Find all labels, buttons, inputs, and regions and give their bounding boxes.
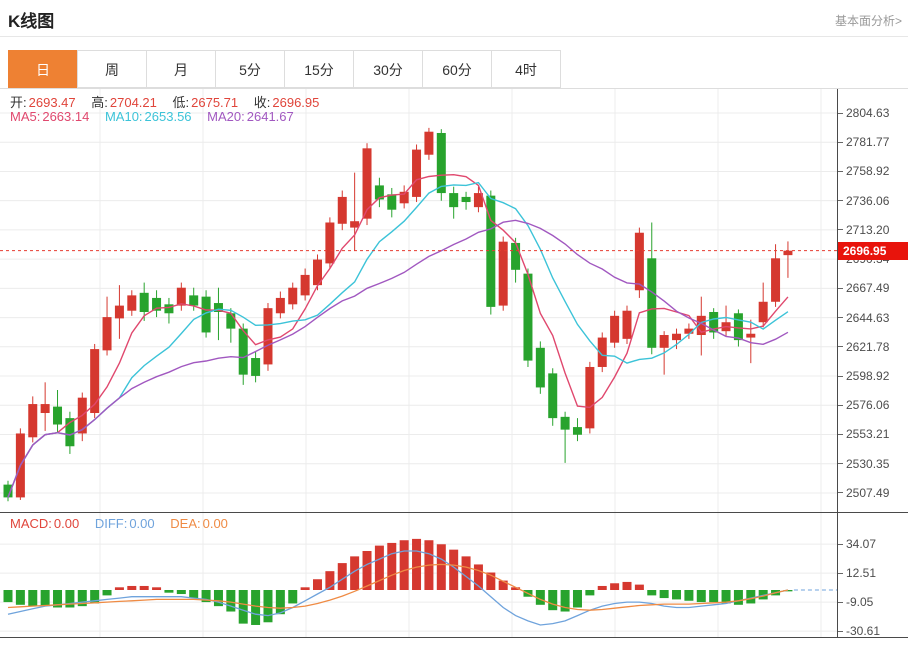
axis-tick-mark <box>838 375 843 377</box>
high-value: 2704.21 <box>109 95 157 110</box>
close-label: 收: <box>253 95 271 110</box>
axis-tick-mark <box>838 492 843 494</box>
axis-tick-mark <box>838 112 843 114</box>
close-value: 2696.95 <box>272 95 320 110</box>
candlestick-chart[interactable] <box>0 89 837 512</box>
tab-week[interactable]: 周 <box>77 50 147 88</box>
open-value: 2693.47 <box>28 95 76 110</box>
header-divider <box>0 36 908 37</box>
tab-day[interactable]: 日 <box>8 50 78 88</box>
tab-5min[interactable]: 5分 <box>215 50 285 88</box>
y-axis-label: 2758.92 <box>846 164 890 179</box>
y-axis-label: 2576.06 <box>846 398 890 413</box>
y-axis-label: -9.05 <box>846 595 874 610</box>
tab-30min[interactable]: 30分 <box>353 50 423 88</box>
y-axis-label: 2598.92 <box>846 369 890 384</box>
last-price-tag: 2696.95 <box>838 241 908 260</box>
tab-15min[interactable]: 15分 <box>284 50 354 88</box>
ma10-line <box>7 181 789 498</box>
y-axis-label: 2781.77 <box>846 135 890 150</box>
ma20-value: 2641.67 <box>246 109 294 124</box>
axis-tick-mark <box>838 630 843 632</box>
axis-tick-mark <box>838 141 843 143</box>
y-axis-label: 2804.63 <box>846 106 890 120</box>
y-axis-label: 2713.20 <box>846 222 890 237</box>
axis-tick-mark <box>838 346 843 348</box>
dea-label: DEA: <box>170 516 201 531</box>
macd-label: MACD: <box>10 516 52 531</box>
axis-tick-mark <box>838 601 843 603</box>
bottom-border <box>0 637 908 638</box>
ma5-value: 2663.14 <box>42 109 90 124</box>
axis-tick-mark <box>838 170 843 172</box>
diff-label: DIFF: <box>94 516 128 531</box>
y-axis-label: 2553.21 <box>846 427 890 442</box>
axis-tick-mark <box>838 200 843 202</box>
y-axis-label: 2530.35 <box>846 456 890 471</box>
tab-4hour[interactable]: 4时 <box>491 50 561 88</box>
ma20-label: MA20: <box>207 109 245 124</box>
macd-value: 0.00 <box>53 516 80 531</box>
high-label: 高: <box>91 95 108 110</box>
macd-axis: 34.07 12.51 -9.05 -30.61 <box>837 513 908 639</box>
y-axis-label: 34.07 <box>846 537 877 552</box>
dea-line <box>7 563 789 611</box>
page-title: K线图 <box>8 12 55 31</box>
ma-legend: MA5: 2663.14 MA10: 2653.56 MA20: 2641.67 <box>10 109 296 124</box>
timeframe-tabs-row: 日周月 5分 15分 30分 60分 4时 <box>0 50 908 89</box>
low-value: 2675.71 <box>191 95 239 110</box>
y-axis-label: 2507.49 <box>846 485 890 500</box>
axis-tick-mark <box>838 572 843 574</box>
dea-value: 0.00 <box>202 516 228 531</box>
ma5-label: MA5: <box>10 109 41 124</box>
diff-value: 0.00 <box>129 516 155 531</box>
fundamental-analysis-link[interactable]: 基本面分析> <box>834 14 902 28</box>
axis-tick-mark <box>838 287 843 289</box>
axis-tick-mark <box>838 229 843 231</box>
price-axis: 2804.632781.772758.922736.062713.202690.… <box>837 89 908 512</box>
panel-divider <box>0 512 908 513</box>
y-axis-label: 2736.06 <box>846 193 890 208</box>
tab-60min[interactable]: 60分 <box>422 50 492 88</box>
low-label: 低: <box>172 95 190 110</box>
open-label: 开: <box>10 95 27 110</box>
y-axis-label: 12.51 <box>846 566 877 581</box>
axis-tick-mark <box>838 463 843 465</box>
ma5-line <box>7 173 789 498</box>
axis-tick-mark <box>838 433 843 435</box>
timeframe-tabs: 日周月 5分 15分 30分 60分 4时 <box>8 50 561 88</box>
axis-tick-mark <box>838 317 843 319</box>
axis-tick-mark <box>838 543 843 545</box>
y-axis-label: -30.61 <box>846 624 881 639</box>
y-axis-label: 2667.49 <box>846 281 890 296</box>
ma10-value: 2653.56 <box>144 109 192 124</box>
macd-chart[interactable] <box>0 513 837 637</box>
ohlc-legend: 开: 2693.47 高: 2704.21 低: 2675.71 收: 2696.95 <box>10 92 321 111</box>
axis-tick-mark <box>838 404 843 406</box>
y-axis-label: 2621.78 <box>846 339 890 354</box>
macd-legend: MACD: 0.00 DIFF: 0.00 DEA: 0.00 <box>10 516 230 531</box>
ma10-label: MA10: <box>104 109 143 124</box>
tab-month[interactable]: 月 <box>146 50 216 88</box>
ma20-line <box>7 219 789 498</box>
candles-group <box>3 127 793 502</box>
y-axis-label: 2644.63 <box>846 310 890 325</box>
diff-line <box>7 550 789 626</box>
